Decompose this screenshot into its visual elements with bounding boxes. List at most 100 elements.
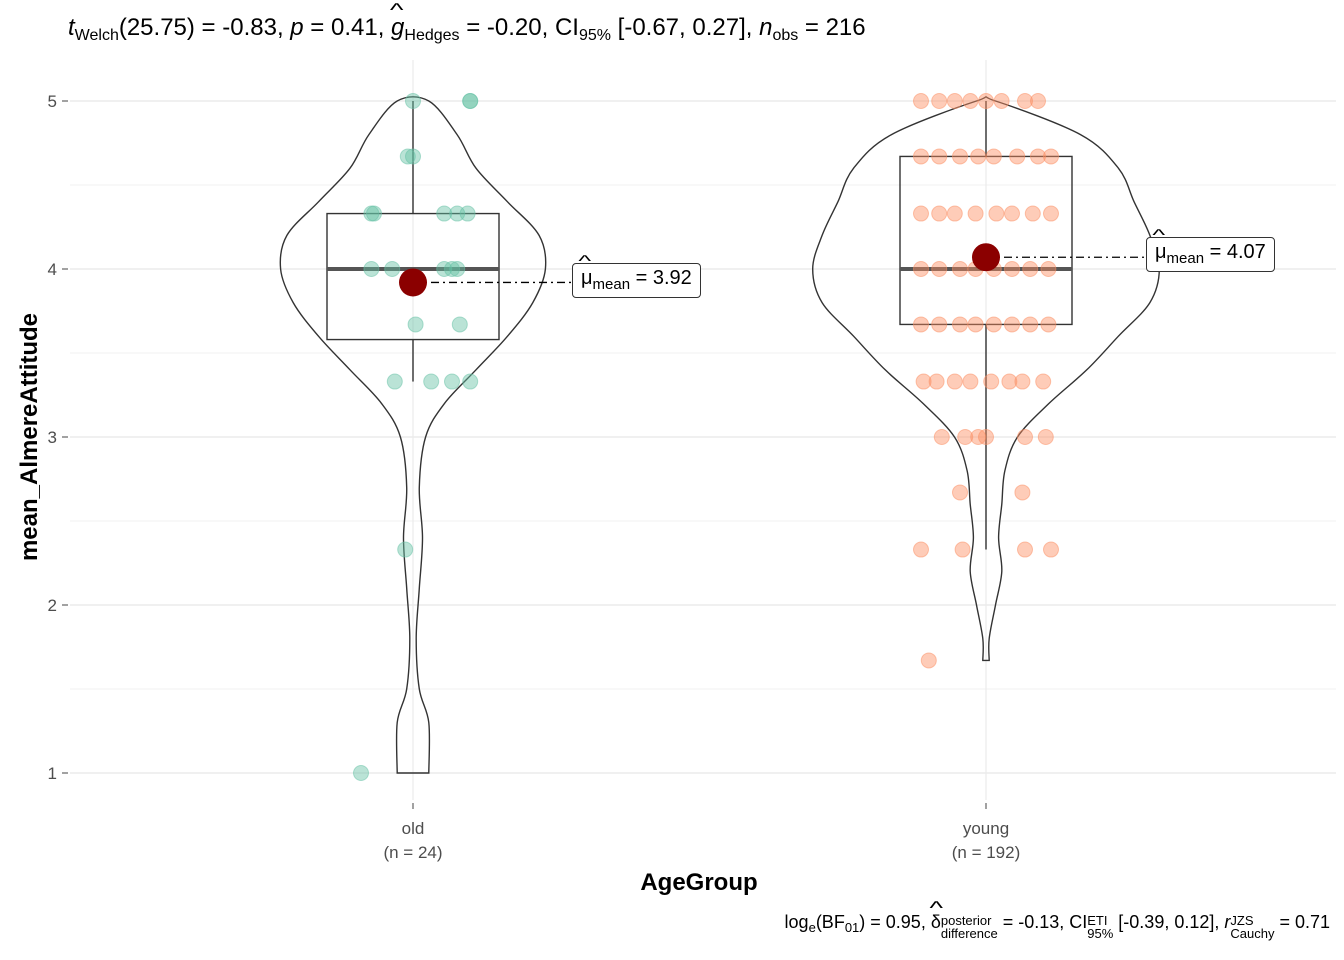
- point-young: [988, 205, 1005, 222]
- point-young: [946, 205, 963, 222]
- caption-bayes: loge(BF01) = 0.95, δposteriordifference …: [785, 912, 1330, 940]
- ci-value: [-0.39, 0.12],: [1113, 912, 1225, 932]
- gridlines: [70, 60, 1336, 800]
- point-young: [1040, 316, 1057, 333]
- point-young: [913, 93, 929, 109]
- mean-label-young: μmean = 4.07: [1146, 237, 1275, 272]
- g-value: = -0.20, CI: [459, 14, 579, 41]
- point-old: [399, 148, 416, 165]
- point-young: [1024, 205, 1041, 222]
- point-young: [1022, 261, 1039, 277]
- point-old: [407, 316, 424, 333]
- log-sub: e: [808, 920, 816, 935]
- violin-old: [279, 96, 547, 774]
- point-old: [384, 261, 401, 277]
- point-old: [444, 261, 460, 277]
- r-label: r: [1224, 912, 1231, 932]
- point-young: [1030, 148, 1046, 165]
- g-label: g: [391, 14, 404, 42]
- point-young: [957, 429, 974, 445]
- point-young: [931, 148, 948, 165]
- r-value: = 0.71: [1274, 912, 1330, 932]
- point-young: [993, 93, 1010, 109]
- point-young: [967, 205, 984, 222]
- point-young: [1004, 316, 1020, 333]
- point-young: [978, 429, 994, 445]
- ci-sub: 95%: [1087, 926, 1114, 941]
- point-young: [954, 541, 971, 558]
- t-df: (25.75): [118, 14, 195, 41]
- point-old: [449, 261, 466, 277]
- point-old: [353, 765, 369, 781]
- point-old: [436, 205, 453, 222]
- point-young: [913, 541, 929, 558]
- x-tick-label-young: young: [963, 819, 1009, 838]
- delta-sup: posterior: [940, 913, 992, 928]
- y-tick-label: 2: [48, 596, 57, 615]
- point-young: [962, 93, 979, 109]
- x-axis-title: AgeGroup: [640, 869, 757, 896]
- point-young: [915, 373, 932, 390]
- point-young: [952, 316, 968, 333]
- point-young: [985, 148, 1002, 165]
- point-young: [962, 373, 979, 390]
- mean-value: = 4.07: [1204, 241, 1266, 263]
- n-label: n: [759, 14, 773, 41]
- log-text: log: [784, 912, 809, 932]
- t-label: t: [68, 14, 75, 41]
- x-axis: old (n = 24) young (n = 192): [383, 803, 1020, 862]
- mean-value: = 3.92: [630, 267, 692, 289]
- point-young: [931, 261, 948, 277]
- t-value: = -0.83,: [194, 14, 291, 41]
- g-sub: Hedges: [404, 27, 460, 44]
- r-sub: Cauchy: [1230, 926, 1275, 941]
- point-young: [946, 93, 963, 109]
- point-young: [931, 316, 948, 333]
- point-young: [928, 373, 945, 390]
- point-old: [405, 93, 421, 109]
- point-young: [920, 652, 937, 669]
- point-young: [913, 316, 929, 333]
- subtitle-statistics: tWelch(25.75) = -0.83, p = 0.41, gHedges…: [68, 14, 866, 45]
- n-sub: obs: [772, 27, 799, 44]
- p-label: p: [290, 14, 304, 41]
- data-points: [353, 93, 1059, 781]
- delta-sub: difference: [940, 926, 998, 941]
- point-young: [1014, 373, 1031, 390]
- delta-stack: posterior difference: [941, 914, 998, 940]
- point-young: [1043, 148, 1059, 165]
- mean-markers: [399, 243, 1146, 297]
- point-young: [1043, 541, 1059, 558]
- delta-symbol: δ: [931, 912, 941, 933]
- t-sub: Welch: [74, 27, 119, 44]
- y-tick-label: 3: [48, 428, 57, 447]
- point-old: [366, 205, 382, 222]
- point-young: [1040, 261, 1057, 277]
- point-young: [978, 93, 994, 109]
- point-young: [1009, 148, 1026, 165]
- point-old: [451, 316, 468, 333]
- n-value: = 216: [798, 14, 866, 41]
- point-young: [952, 484, 968, 501]
- ci-stack: ETI 95%: [1087, 914, 1113, 940]
- point-young: [1037, 429, 1054, 445]
- point-young: [933, 429, 950, 445]
- point-young: [1014, 484, 1031, 501]
- mean-sub: mean: [592, 276, 631, 293]
- point-old: [444, 373, 460, 390]
- point-old: [462, 373, 479, 390]
- ci-sub: 95%: [578, 27, 611, 44]
- violins: [279, 96, 1161, 774]
- point-young: [985, 316, 1002, 333]
- ci-sup: ETI: [1087, 913, 1108, 928]
- y-tick-label: 1: [48, 764, 57, 783]
- point-young: [1001, 373, 1018, 390]
- mu-symbol: μ: [1155, 241, 1167, 264]
- mean-point-old: [399, 268, 427, 297]
- bf-sub: 01: [844, 920, 860, 935]
- bf-text: (BF: [815, 912, 845, 932]
- point-young: [931, 93, 948, 109]
- point-young: [1022, 316, 1039, 333]
- point-young: [1035, 373, 1052, 390]
